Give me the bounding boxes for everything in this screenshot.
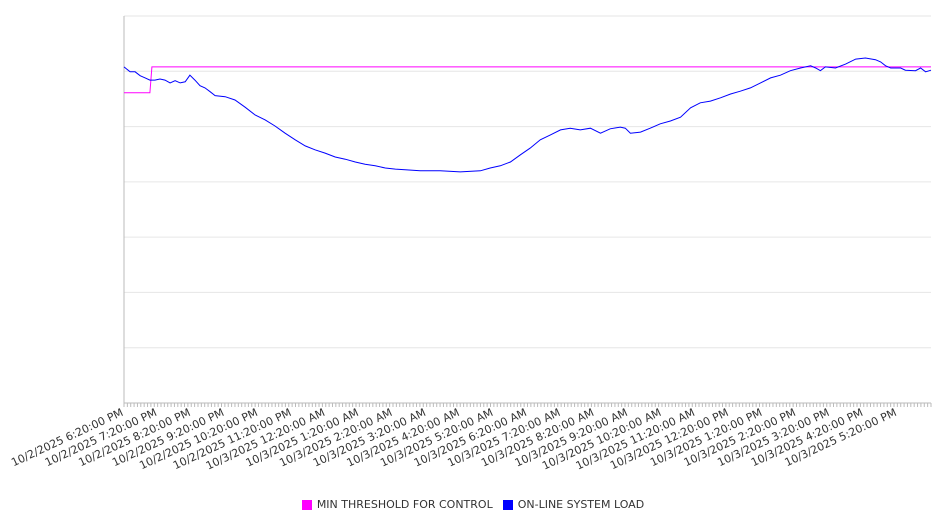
legend-label-load: ON-LINE SYSTEM LOAD [517,498,645,511]
legend-item-load[interactable]: ON-LINE SYSTEM LOAD [502,498,645,511]
legend-item-threshold[interactable]: MIN THRESHOLD FOR CONTROL [301,498,493,511]
threshold-line [124,66,931,94]
grid-lines [124,15,931,349]
legend-swatch-threshold [301,499,312,510]
legend-label-threshold: MIN THRESHOLD FOR CONTROL [316,498,493,511]
legend-swatch-load [502,499,513,510]
legend: MIN THRESHOLD FOR CONTROL ON-LINE SYSTEM… [0,498,946,511]
system-load-line [123,57,932,173]
series-lines [123,57,932,173]
axes [123,16,932,407]
